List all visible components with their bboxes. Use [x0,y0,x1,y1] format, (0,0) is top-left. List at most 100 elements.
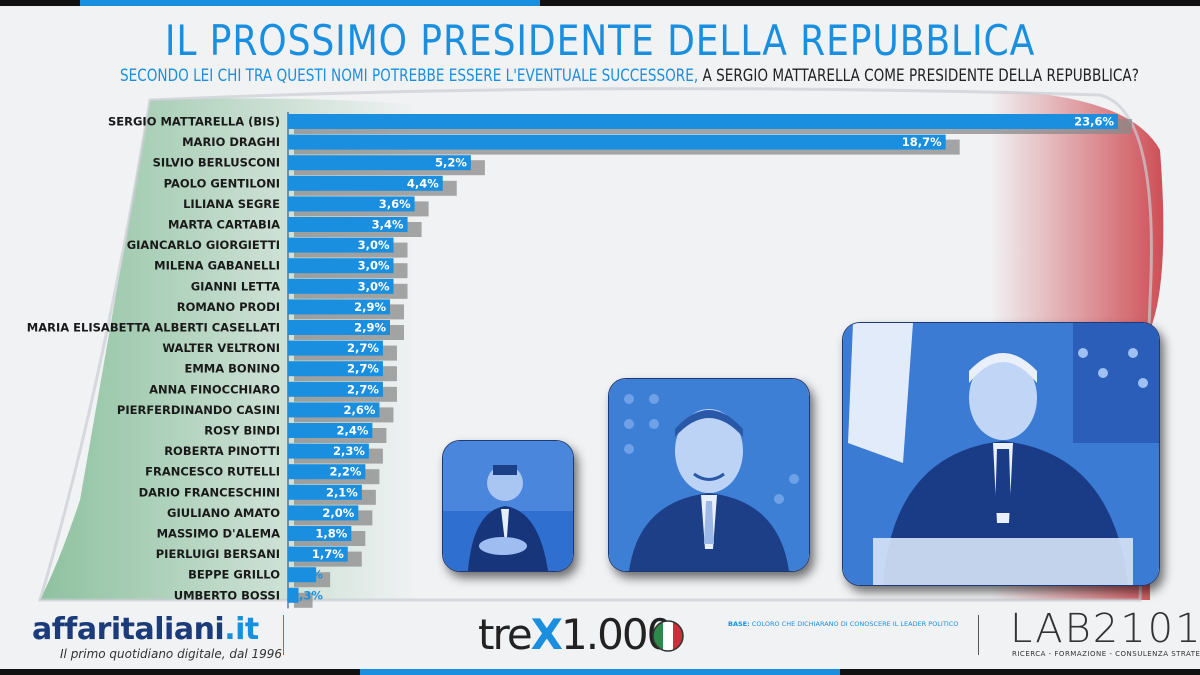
value-label: 2,3% [333,444,365,458]
value-label: 3,6% [379,197,411,211]
value-label: 4,4% [407,176,439,190]
value-label: 2,7% [347,341,379,355]
footer-divider-right [978,615,979,655]
category-label: GIANCARLO GIORGIETTI [127,238,280,252]
mattarella-portrait-icon [843,323,1159,585]
category-label: MARTA CARTABIA [168,218,280,232]
value-label: 3,0% [358,259,390,273]
bottom-bar-black-right [840,669,1200,675]
category-label: FRANCESCO RUTELLI [145,465,280,479]
category-label: PAOLO GENTILONI [164,176,280,190]
sergio-mattarella-photo [842,322,1160,586]
category-label: PIERLUIGI BERSANI [156,547,280,561]
category-label: ROMANO PRODI [177,300,280,314]
value-label: 18,7% [902,135,942,149]
category-label: ROSY BINDI [204,424,280,438]
bar [288,237,394,253]
subtitle-part-2: A SERGIO MATTARELLA COME PRESIDENTE DELL… [702,66,1139,86]
bar [288,423,373,438]
bar [288,258,394,274]
mario-draghi-photo [608,378,810,572]
bar [288,299,390,315]
bar [288,587,299,603]
affaritaliani-logo-text: affaritaliani [32,612,225,647]
category-label: SILVIO BERLUSCONI [153,156,280,170]
subtitle-part-1: SECONDO LEI CHI TRA QUESTI NOMI POTREBBE… [120,66,699,86]
bar [288,175,443,191]
base-note-label: BASE: [728,620,750,628]
draghi-portrait-icon [609,379,809,571]
trex-logo-prefix: tre [478,610,533,659]
value-label: 23,6% [1074,115,1114,129]
value-label: 0,3% [291,588,323,602]
italian-flag-icon [652,620,684,652]
bar [288,464,366,480]
bar [288,217,408,232]
top-bar-black-left [0,0,80,6]
value-label: 2,1% [326,485,358,499]
value-label: 2,6% [344,403,376,417]
lab2101-logo: LAB2101 [1010,606,1200,652]
bar [288,381,383,397]
bar [288,567,317,583]
affaritaliani-logo-suffix: .it [224,612,259,647]
bar [288,484,362,500]
category-label: WALTER VELTRONI [162,341,280,355]
value-label: 2,0% [322,506,354,520]
bar [288,134,946,150]
bar [288,505,359,521]
category-label: GIANNI LETTA [191,279,280,293]
value-label: 1,8% [315,527,347,541]
bar [288,196,415,212]
category-label: SERGIO MATTARELLA (BIS) [108,115,280,129]
bar [288,361,383,377]
bar [288,320,390,335]
bar [288,278,394,294]
bar [288,114,1118,129]
top-bar-blue [80,0,540,6]
category-label: ANNA FINOCCHIARO [149,382,280,396]
affaritaliani-logo: affaritaliani.it [32,612,259,647]
value-label: 2,9% [354,300,386,314]
bar [288,526,352,541]
bar-shadow [294,592,313,608]
value-label: 1,7% [312,547,344,561]
berlusconi-portrait-icon [443,441,573,571]
trex-logo-x: X [530,610,563,659]
category-label: MILENA GABANELLI [154,259,280,273]
affaritaliani-tagline: Il primo quotidiano digitale, dal 1996 [60,647,283,661]
value-label: 2,2% [329,465,361,479]
value-label: 2,7% [347,362,379,376]
bar [288,155,471,171]
value-label: 2,7% [347,382,379,396]
value-label: 3,0% [358,238,390,252]
page-title: IL PROSSIMO PRESIDENTE DELLA REPUBBLICA [164,16,1036,65]
footer-divider-left [283,615,284,655]
category-label: GIULIANO AMATO [167,506,280,520]
category-label: UMBERTO BOSSI [174,588,280,602]
trex-1000-logo: treX1.000 [478,610,673,659]
category-label: EMMA BONINO [185,362,281,376]
base-note: BASE: COLORO CHE DICHIARANO DI CONOSCERE… [728,620,958,628]
value-label: 3,0% [358,279,390,293]
value-label: 5,2% [435,156,467,170]
category-label: BEPPE GRILLO [188,568,280,582]
bar [288,340,383,356]
value-label: 3,4% [372,218,404,232]
bottom-bar-blue [360,669,840,675]
bar [288,402,380,418]
bar [288,546,348,562]
category-label: DARIO FRANCESCHINI [139,485,280,499]
value-label: 0,8% [291,568,323,582]
category-label: MARIA ELISABETTA ALBERTI CASELLATI [27,321,280,335]
value-label: 2,9% [354,321,386,335]
lab2101-tagline: RICERCA - FORMAZIONE - CONSULENZA STRATE… [1012,650,1200,658]
bar [288,443,369,459]
category-label: MASSIMO D'ALEMA [157,527,280,541]
category-label: PIERFERDINANDO CASINI [117,403,280,417]
base-note-text: COLORO CHE DICHIARANO DI CONOSCERE IL LE… [751,620,959,628]
value-label: 2,4% [337,424,369,438]
bottom-bar-black-left [0,669,360,675]
category-label: LILIANA SEGRE [183,197,280,211]
